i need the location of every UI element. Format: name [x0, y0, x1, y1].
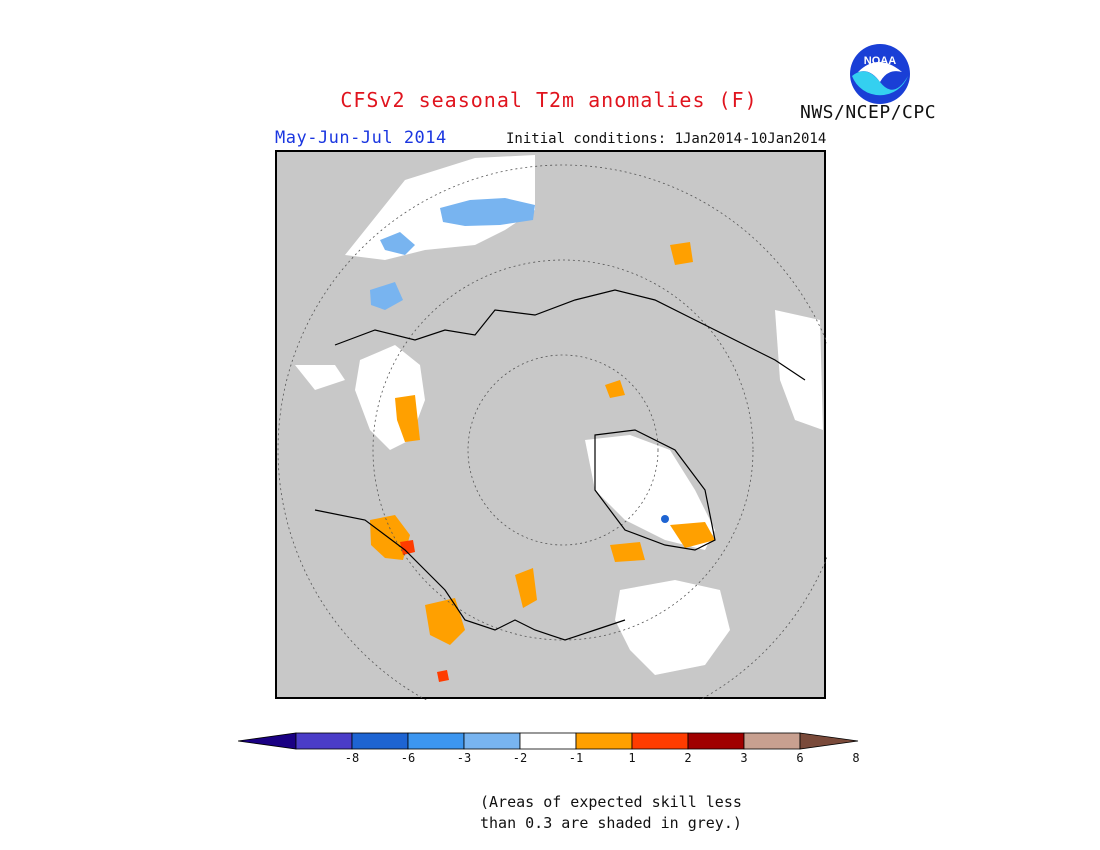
noaa-logo-text: NOAA — [864, 55, 896, 67]
skill-note-line-2: than 0.3 are shaded in grey.) — [480, 814, 742, 832]
agency-label: NWS/NCEP/CPC — [800, 102, 937, 123]
strong-positive-areas — [400, 540, 449, 682]
orange-region-scandinavia — [395, 395, 420, 442]
red-region-pacific-coast — [437, 670, 449, 682]
orange-region-far-east — [670, 242, 693, 265]
scale-swatch — [351, 732, 409, 750]
orange-region-alaska — [370, 515, 410, 560]
white-region-iceland — [295, 365, 345, 390]
white-region-east-asia — [775, 310, 823, 430]
scale-swatch — [463, 732, 521, 750]
blue-region-siberia — [440, 198, 535, 226]
blue-region-europe — [370, 282, 403, 310]
polar-map — [275, 150, 827, 700]
noaa-logo-wave — [852, 71, 908, 96]
coastline-eurasia — [334, 289, 806, 381]
white-region-hudson — [615, 580, 730, 675]
scale-arrow-high — [799, 732, 859, 750]
red-region-alaska — [400, 540, 415, 555]
scale-tick-label: 6 — [796, 751, 804, 765]
orange-region-hudson-bay — [515, 568, 537, 608]
noaa-logo-gull — [858, 62, 902, 82]
chart-title: CFSv2 seasonal T2m anomalies (F) — [340, 88, 758, 112]
blue-dot-greenland — [661, 515, 669, 523]
noaa-logo: NOAA — [850, 44, 910, 104]
scale-tick-label: -8 — [344, 751, 360, 765]
map-frame — [275, 150, 826, 699]
scale-tick-label: -6 — [400, 751, 416, 765]
orange-region-arctic — [605, 380, 625, 398]
scale-swatch — [575, 732, 633, 750]
positive-anomaly-areas — [370, 242, 715, 645]
latitude-circle-70 — [372, 259, 754, 641]
scale-tick-label: 1 — [628, 751, 636, 765]
skill-note-line-1: (Areas of expected skill less — [480, 793, 742, 811]
white-region-eurasia-north — [345, 155, 535, 260]
orange-region-baffin — [610, 542, 645, 562]
scale-tick-label: 8 — [852, 751, 860, 765]
color-scale — [238, 732, 859, 750]
scale-tick-label: -2 — [512, 751, 528, 765]
scale-swatch — [687, 732, 745, 750]
scale-arrow-low — [238, 732, 297, 750]
scale-swatch — [407, 732, 465, 750]
color-scale-ticks: -8 -6 -3 -2 -1 1 2 3 6 8 — [238, 751, 862, 771]
scale-swatch — [743, 732, 801, 750]
blue-region-urals — [380, 232, 415, 255]
orange-region-west-canada — [425, 598, 465, 645]
season-label: May-Jun-Jul 2014 — [275, 128, 447, 148]
orange-region-greenland-south — [670, 522, 715, 548]
scale-swatch — [295, 732, 353, 750]
coastline-north-america — [314, 509, 626, 641]
scale-tick-label: 3 — [740, 751, 748, 765]
scale-swatch — [519, 732, 577, 750]
white-region-greenland — [585, 435, 715, 550]
scale-tick-label: -1 — [568, 751, 584, 765]
latitude-circles — [277, 164, 827, 700]
latitude-circle-80 — [467, 354, 659, 546]
scale-tick-label: -3 — [456, 751, 472, 765]
skill-note: (Areas of expected skill less than 0.3 a… — [480, 792, 742, 834]
scale-tick-label: 2 — [684, 751, 692, 765]
negative-anomaly-areas — [370, 198, 669, 523]
scale-swatch — [631, 732, 689, 750]
initial-conditions-label: Initial conditions: 1Jan2014-10Jan2014 — [506, 131, 827, 147]
coastlines — [314, 289, 806, 641]
coastline-greenland — [594, 429, 716, 551]
